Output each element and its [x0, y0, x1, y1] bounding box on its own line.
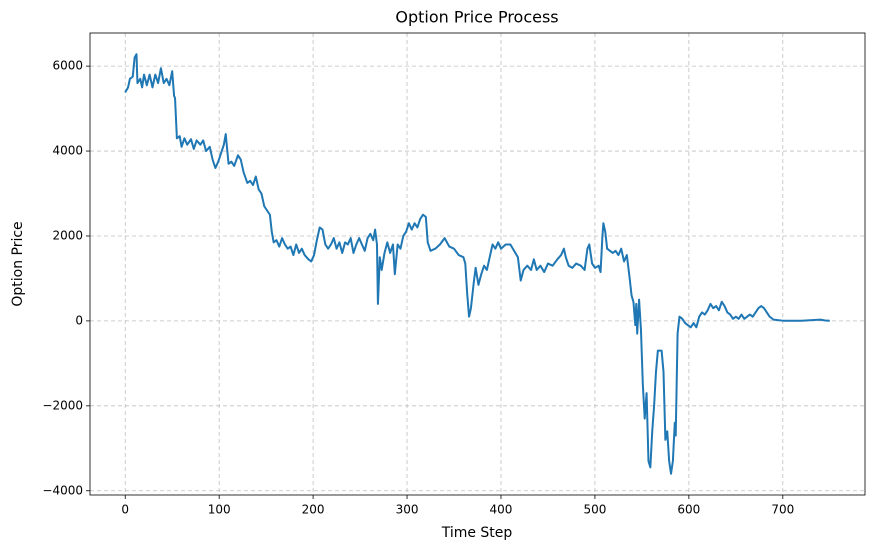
y-axis-label: Option Price [10, 221, 26, 306]
y-tick-label: −4000 [42, 483, 83, 497]
y-tick-label: 6000 [52, 59, 83, 73]
x-tick-label: 500 [583, 503, 606, 517]
chart-title: Option Price Process [395, 8, 558, 27]
price-line [124, 53, 830, 475]
y-tick-label: −2000 [42, 398, 83, 412]
y-tick-label: 0 [75, 313, 83, 327]
x-axis-label: Time Step [441, 525, 513, 541]
x-tick-label: 100 [208, 503, 231, 517]
plot-frame [89, 32, 866, 496]
x-tick-label: 700 [771, 503, 794, 517]
x-tick-label: 0 [121, 503, 129, 517]
x-tick-label: 400 [490, 503, 513, 517]
y-tick-label: 4000 [52, 144, 83, 158]
x-tick-label: 300 [396, 503, 419, 517]
x-tick-label: 600 [677, 503, 700, 517]
x-tick-label: 200 [302, 503, 325, 517]
y-tick-label: 2000 [52, 228, 83, 242]
